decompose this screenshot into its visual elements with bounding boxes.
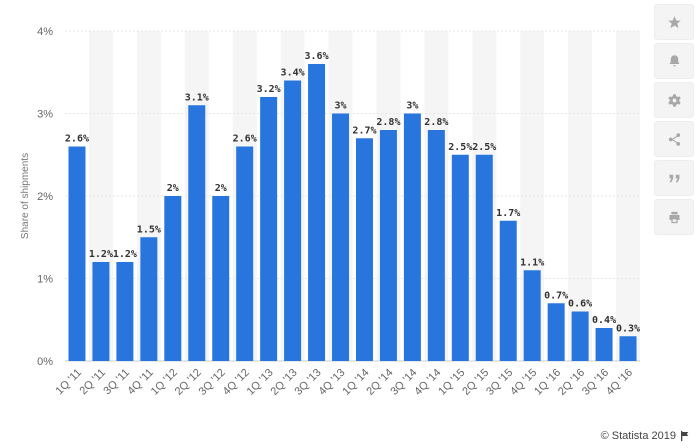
share-icon [668,132,680,146]
x-tick-label: 4Q '16 [604,367,635,398]
bar[interactable] [164,196,182,361]
y-axis-label: Share of shipments [20,153,31,239]
bar-value-label: 3% [334,101,346,112]
bar[interactable] [116,262,134,361]
toolbar [654,4,694,235]
bar-value-label: 0.6% [568,299,592,310]
flag-icon[interactable] [680,431,690,441]
x-tick-label: 3Q '11 [101,367,132,398]
bar-value-label: 0.4% [592,315,616,326]
bar[interactable] [499,220,517,361]
bar-value-label: 1.7% [496,208,520,219]
bar[interactable] [595,328,613,361]
bar[interactable] [547,303,565,361]
bar-value-label: 2.8% [424,117,448,128]
bar-value-label: 1.2% [89,249,113,260]
bar-value-label: 3% [406,101,418,112]
bar-value-label: 2.7% [352,125,376,136]
bars [68,64,637,362]
bar[interactable] [92,262,110,361]
column-band [616,31,640,361]
bar-value-label: 0.7% [544,290,568,301]
grid-lines [65,30,640,362]
bar[interactable] [260,97,278,361]
statista-credit-link[interactable]: © Statista 2019 [600,430,676,442]
data-labels: 2.6% 1.2% 1.2% 1.5% 2% 3.1% 2% 2.6% 3.2%3.4%3.6%… [65,51,640,334]
credit: © Statista 2019 [601,430,690,442]
bar[interactable] [475,154,493,361]
y-tick-label: 3% [37,109,53,121]
bar-value-label: 2% [167,183,179,194]
bar-value-label: 1.1% [520,257,544,268]
share-button[interactable] [654,121,694,157]
cite-button[interactable] [654,160,694,196]
bar-value-label: 3.1% [185,92,209,103]
bar-value-label: 2.5% [472,142,496,153]
bar[interactable] [523,270,541,361]
gear-icon [667,93,681,107]
bar[interactable] [68,146,86,362]
bar-value-label: 2.5% [448,142,472,153]
y-tick-label: 1% [37,274,53,286]
bar[interactable] [140,237,158,361]
x-tick-label: 2Q '11 [77,367,108,398]
bar[interactable] [427,130,445,361]
bar[interactable] [212,196,230,361]
bar[interactable] [355,138,373,361]
bar-value-label: 2.8% [376,117,400,128]
bar-value-label: 3.4% [281,68,305,79]
bell-icon [669,54,679,66]
bar[interactable] [332,113,350,362]
favorite-button[interactable] [654,4,694,40]
y-tick-label: 4% [37,26,53,38]
bar-value-label: 3.6% [305,51,329,62]
y-tick-label: 0% [37,356,53,368]
bar-value-label: 1.2% [113,249,137,260]
bar[interactable] [403,113,421,362]
bar-value-label: 2.6% [65,134,89,145]
bar[interactable] [379,130,397,361]
bar-value-label: 2.6% [233,134,257,145]
bar-value-label: 2% [215,183,227,194]
bar-value-label: 3.2% [257,84,281,95]
print-button[interactable] [654,199,694,235]
y-tick-label: 2% [37,191,53,203]
print-icon [669,211,679,223]
bar[interactable] [619,336,637,361]
x-tick-label: 1Q '11 [54,367,85,398]
y-axis-ticks: 0% 1% 2% 3% 4% [37,26,53,368]
bar[interactable] [236,146,254,362]
settings-button[interactable] [654,82,694,118]
bar-value-label: 0.3% [616,323,640,334]
bar[interactable] [571,311,589,362]
bar-value-label: 1.5% [137,224,161,235]
bar[interactable] [188,105,206,361]
quote-icon [669,174,679,182]
notification-button[interactable] [654,43,694,79]
bar[interactable] [451,154,469,361]
bar[interactable] [308,64,326,361]
star-icon [667,15,681,28]
bar[interactable] [284,80,302,362]
